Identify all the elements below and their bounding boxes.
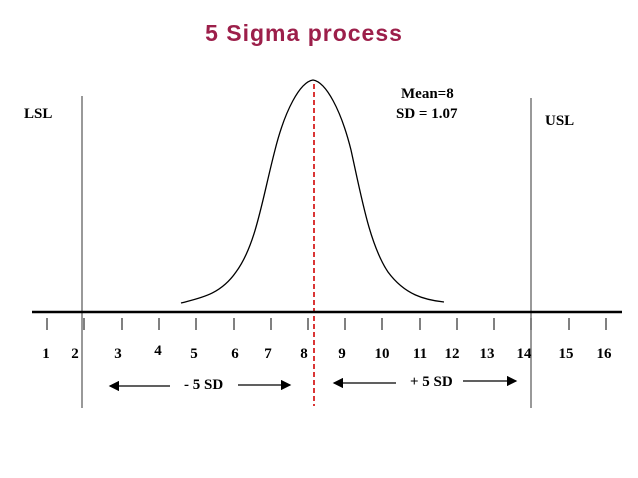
axis-tick-label: 15 <box>559 346 574 362</box>
lsl-label: LSL <box>24 106 53 122</box>
axis-tick-label: 4 <box>154 343 162 359</box>
axis-tick-label: 13 <box>480 346 495 362</box>
axis-tick-label: 5 <box>190 346 198 362</box>
axis-tick-label: 8 <box>300 346 308 362</box>
axis-tick-label: 16 <box>597 346 613 362</box>
axis-tick-label: 14 <box>517 346 533 362</box>
minus-5sd-label: - 5 SD <box>184 377 224 393</box>
plus-5sd-label: + 5 SD <box>410 374 453 390</box>
sd-label: SD = 1.07 <box>396 106 458 122</box>
axis-tick-labels: 1 2 3 4 5 6 7 8 9 10 11 12 13 14 15 16 <box>42 343 612 362</box>
axis-tick-label: 3 <box>114 346 122 362</box>
axis-tick-label: 2 <box>71 346 79 362</box>
axis-tick-label: 1 <box>42 346 50 362</box>
axis-tick-label: 6 <box>231 346 239 362</box>
mean-label: Mean=8 <box>401 86 454 102</box>
axis-ticks <box>46 318 607 330</box>
usl-label: USL <box>545 113 575 129</box>
axis-tick-label: 10 <box>375 346 390 362</box>
axis-tick-label: 7 <box>264 346 272 362</box>
normal-curve <box>180 79 445 304</box>
axis-tick-label: 11 <box>413 346 427 362</box>
diagram-title: 5 Sigma process <box>205 20 403 46</box>
axis-tick-label: 9 <box>338 346 346 362</box>
axis-tick-label: 12 <box>445 346 460 362</box>
